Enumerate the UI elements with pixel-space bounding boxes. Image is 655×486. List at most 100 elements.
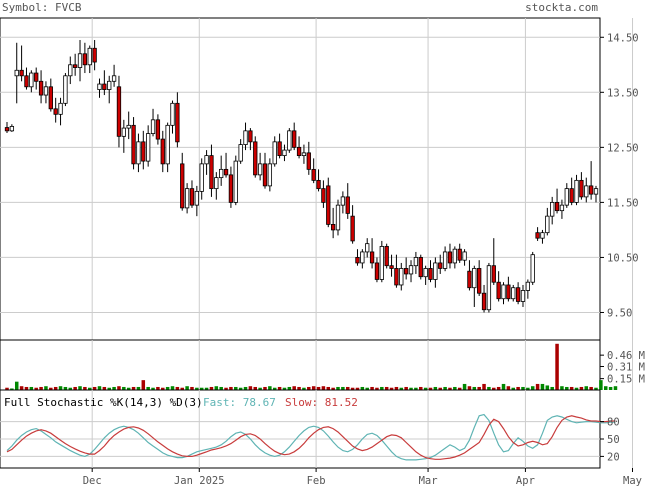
candle <box>267 158 273 192</box>
candle-body <box>384 246 389 267</box>
volume-bar <box>83 386 87 390</box>
volume-bar <box>448 387 452 390</box>
x-tick-label: Feb <box>307 475 326 486</box>
candle <box>180 152 185 211</box>
candle <box>301 144 307 164</box>
candle <box>111 64 117 87</box>
candle <box>588 161 594 200</box>
candle <box>311 158 316 184</box>
volume-bar <box>584 386 589 390</box>
volume-bar <box>214 386 219 390</box>
candle-body <box>335 204 341 231</box>
volume-bar <box>380 386 384 390</box>
candle <box>150 108 156 137</box>
volume-bar <box>156 386 160 390</box>
volume-bar <box>277 386 282 390</box>
candle <box>214 172 219 200</box>
volume-bar <box>506 386 511 390</box>
volume-bar <box>316 386 321 390</box>
candle-body <box>316 179 321 190</box>
volume-bar <box>195 387 199 390</box>
volume-bar <box>131 386 136 390</box>
candle-body <box>292 130 297 148</box>
volume-bar <box>487 386 491 390</box>
volume-bar <box>282 387 287 390</box>
candle <box>277 133 282 159</box>
price-tick-label: 14.50 <box>607 32 639 44</box>
candle <box>189 180 195 208</box>
volume-bar <box>126 387 131 390</box>
candle <box>48 78 53 112</box>
volume-grid <box>91 340 634 390</box>
volume-bar <box>243 386 248 390</box>
candle <box>253 136 258 178</box>
candle <box>87 45 92 74</box>
candle <box>53 97 58 123</box>
volume-bar <box>492 387 496 390</box>
candle <box>126 111 131 140</box>
volume-bar <box>375 387 379 390</box>
candle <box>165 122 170 173</box>
candle-body <box>394 268 399 286</box>
candle <box>491 238 496 285</box>
candle-body <box>257 163 263 176</box>
candle-body <box>515 287 521 302</box>
volume-bar <box>307 386 311 390</box>
candle-body <box>404 268 409 275</box>
candle <box>243 122 248 151</box>
volume-bar <box>248 386 253 390</box>
stochastic-panel-frame <box>0 389 601 469</box>
candle-body <box>214 177 219 190</box>
candle <box>92 40 97 71</box>
volume-bar <box>180 387 184 390</box>
candle-body <box>43 86 49 96</box>
candle <box>550 196 555 225</box>
volume-bar <box>360 386 365 390</box>
stochastic-fast-label: Fast: 78.67 <box>203 396 276 409</box>
volume-bar <box>603 386 608 390</box>
candle <box>116 75 122 148</box>
candle <box>350 205 355 244</box>
candle-body <box>97 83 102 90</box>
candle <box>209 144 214 197</box>
volume-bar <box>24 386 29 390</box>
candle <box>394 254 399 288</box>
volume-bar <box>501 383 506 390</box>
candle <box>257 152 263 181</box>
candle <box>423 265 428 285</box>
candle <box>43 81 49 104</box>
candle <box>184 183 190 214</box>
volume-bar <box>433 386 438 390</box>
candle-body <box>428 268 433 280</box>
candle-body <box>486 265 492 311</box>
price-tick-label: 11.50 <box>607 197 639 209</box>
x-tick-label: May <box>623 475 642 486</box>
volume-bar <box>530 386 535 390</box>
volume-tick-label: 0.15 M <box>607 374 645 386</box>
candle-body <box>369 251 375 264</box>
candle <box>4 122 10 134</box>
candle <box>559 199 565 219</box>
candle <box>82 42 88 74</box>
volume-bar <box>599 380 603 390</box>
price-candles <box>4 40 599 313</box>
candle-body <box>92 47 97 63</box>
candle <box>199 158 204 200</box>
candle-body <box>146 133 151 162</box>
candle <box>379 240 384 283</box>
candle <box>584 177 589 203</box>
candle <box>554 188 560 214</box>
volume-bar <box>292 386 296 390</box>
candle <box>345 183 350 219</box>
volume-bar <box>68 387 73 390</box>
candle <box>540 229 545 244</box>
candle <box>574 174 579 206</box>
x-tick-label: Mar <box>419 475 438 486</box>
candle <box>399 262 404 291</box>
volume-bar <box>579 386 584 390</box>
volume-bar <box>78 386 82 390</box>
site-label: stockta.com <box>525 1 598 14</box>
candle <box>282 144 287 162</box>
candle-body <box>467 270 472 289</box>
volume-bar <box>199 387 204 390</box>
